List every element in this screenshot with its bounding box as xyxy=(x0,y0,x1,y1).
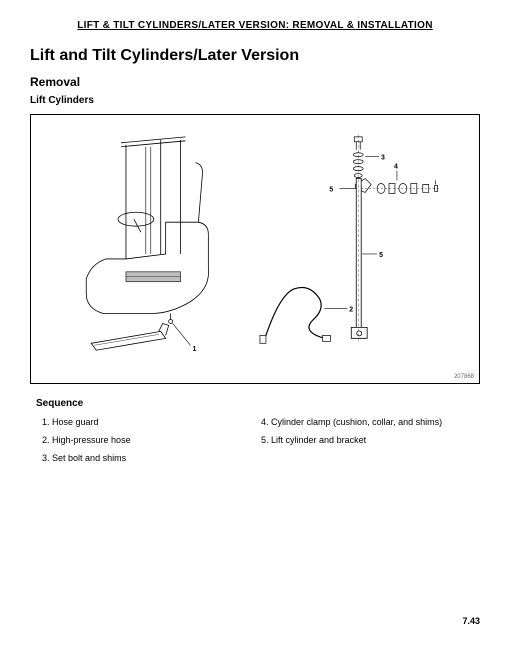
callout-4: 4 xyxy=(394,164,398,171)
seq-num: 4. xyxy=(261,417,269,427)
callout-5b: 5 xyxy=(379,252,383,259)
seq-num: 5. xyxy=(261,435,269,445)
subsection-title: Lift Cylinders xyxy=(30,95,480,106)
sequence-item: 2. High-pressure hose xyxy=(42,435,261,445)
page-number: 7.43 xyxy=(462,616,480,626)
section-title: Removal xyxy=(30,75,480,89)
sequence-col-right: 4. Cylinder clamp (cushion, collar, and … xyxy=(261,417,480,471)
page-title: Lift and Tilt Cylinders/Later Version xyxy=(30,47,480,65)
sequence-item: 3. Set bolt and shims xyxy=(42,453,261,463)
seq-num: 2. xyxy=(42,435,50,445)
page-header: LIFT & TILT CYLINDERS/LATER VERSION: REM… xyxy=(30,20,480,31)
sequence-heading: Sequence xyxy=(36,398,480,409)
sequence-col-left: 1. Hose guard 2. High-pressure hose 3. S… xyxy=(42,417,261,471)
sequence-item: 5. Lift cylinder and bracket xyxy=(261,435,480,445)
callout-2: 2 xyxy=(349,307,353,314)
callout-5a: 5 xyxy=(329,186,333,193)
sequence-list: 1. Hose guard 2. High-pressure hose 3. S… xyxy=(42,417,480,471)
sequence-item: 4. Cylinder clamp (cushion, collar, and … xyxy=(261,417,480,427)
seq-text: Hose guard xyxy=(52,417,99,427)
seq-num: 3. xyxy=(42,453,50,463)
seq-text: High-pressure hose xyxy=(52,435,131,445)
sequence-item: 1. Hose guard xyxy=(42,417,261,427)
diagram-id: 207868 xyxy=(454,374,474,380)
seq-num: 1. xyxy=(42,417,50,427)
diagram-container: 1 2 3 xyxy=(30,114,480,384)
seq-text: Set bolt and shims xyxy=(52,453,126,463)
seq-text: Lift cylinder and bracket xyxy=(271,435,366,445)
callout-1: 1 xyxy=(192,346,196,353)
seq-text: Cylinder clamp (cushion, collar, and shi… xyxy=(271,417,442,427)
lift-cylinder-diagram: 1 2 3 xyxy=(31,115,479,383)
callout-3: 3 xyxy=(381,155,385,162)
